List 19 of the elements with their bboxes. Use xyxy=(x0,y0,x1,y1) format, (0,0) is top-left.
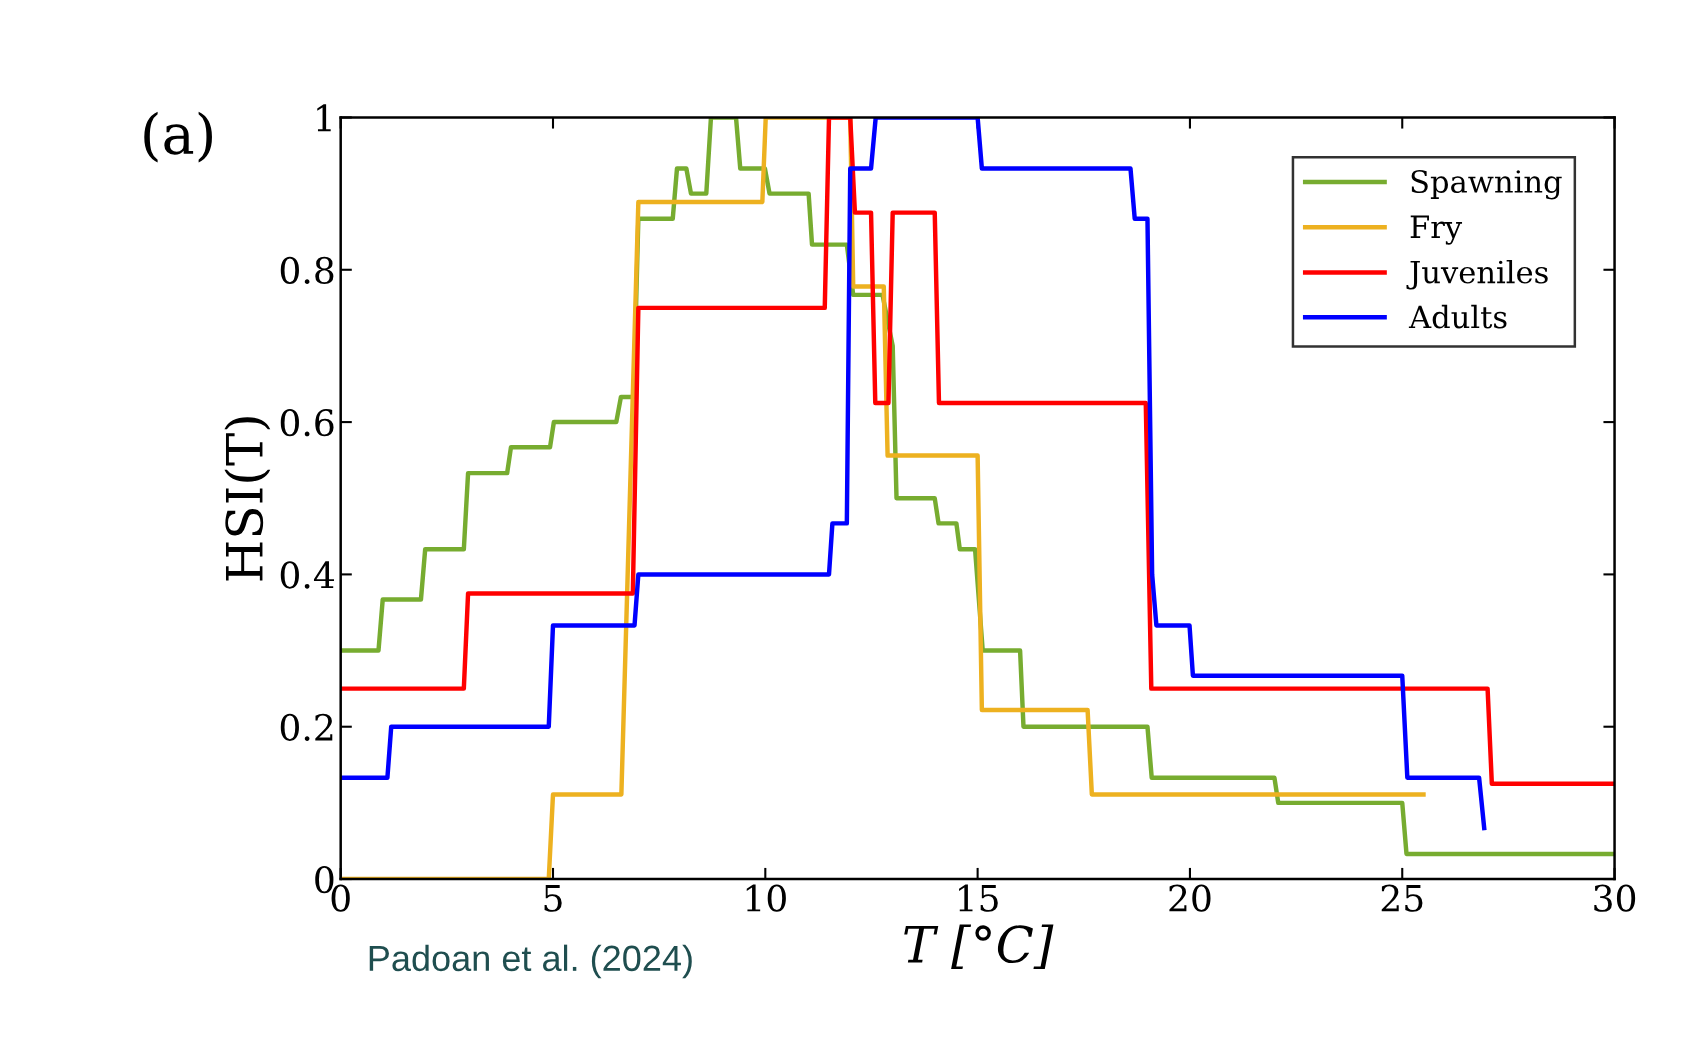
text: Padoan et al. (2024) xyxy=(369,944,692,979)
legend-label: Fry xyxy=(1410,215,1463,245)
y-tick-label: 0.6 xyxy=(280,409,334,437)
legend-label: Spawning xyxy=(1411,169,1562,200)
y-axis-title: HSI(T) xyxy=(224,417,271,581)
x-tick-label: 10 xyxy=(746,884,786,912)
x-tick-label: 20 xyxy=(1169,884,1211,912)
y-tick-label: 0.4 xyxy=(280,561,335,589)
x-axis-title: T [°C] xyxy=(904,924,1054,969)
text: (a) xyxy=(144,111,212,163)
x-tick-label: 5 xyxy=(544,885,562,912)
y-tick-label: 0.2 xyxy=(280,713,333,741)
legend-label: Adults xyxy=(1408,304,1507,329)
x-tick-label: 25 xyxy=(1381,884,1423,912)
x-tick-label: 30 xyxy=(1594,884,1636,912)
y-tick-label: 0.8 xyxy=(280,256,334,284)
y-tick-label: 1 xyxy=(317,104,331,132)
legend-label: Juveniles xyxy=(1406,259,1548,290)
x-tick-label: 15 xyxy=(959,884,998,912)
